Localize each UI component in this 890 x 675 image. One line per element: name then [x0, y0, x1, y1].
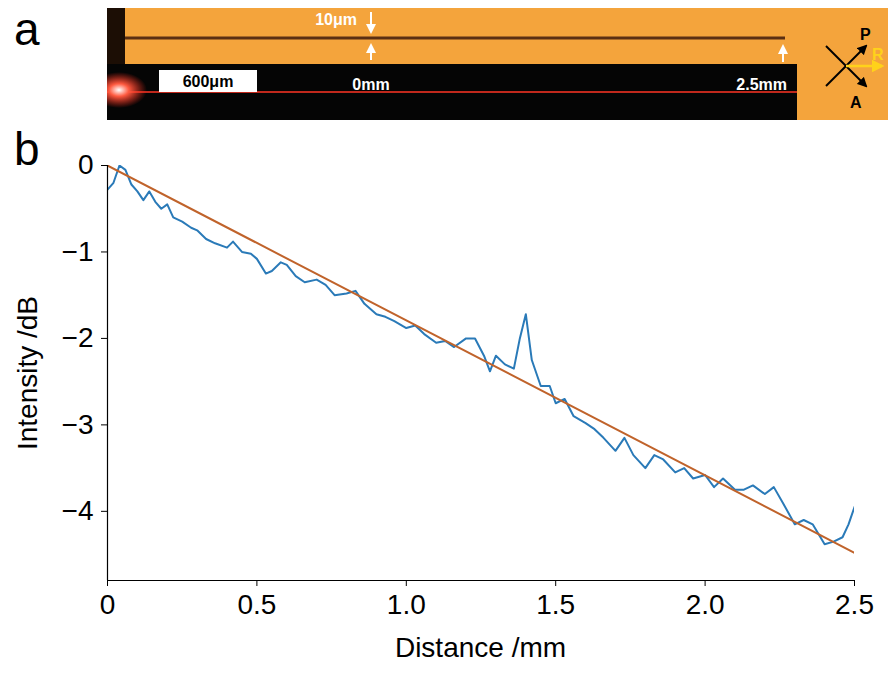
svg-text:10μm: 10μm [315, 11, 357, 28]
svg-text:0: 0 [78, 149, 94, 180]
svg-text:2.5mm: 2.5mm [736, 76, 787, 93]
svg-text:R: R [872, 46, 884, 63]
svg-text:1.5: 1.5 [536, 589, 575, 620]
svg-text:−4: −4 [62, 495, 94, 526]
svg-text:−2: −2 [62, 322, 94, 353]
svg-text:−3: −3 [62, 409, 94, 440]
svg-text:1.0: 1.0 [387, 589, 426, 620]
html-text:a: a [14, 3, 40, 55]
svg-text:−1: −1 [62, 236, 94, 267]
html-text:Distance /mm: Distance /mm [394, 632, 567, 663]
svg-text:A: A [850, 94, 862, 111]
html-text:b: b [14, 123, 40, 175]
svg-text:2.0: 2.0 [686, 589, 725, 620]
svg-text:0: 0 [100, 589, 116, 620]
svg-text:P: P [860, 26, 871, 43]
svg-text:2.5: 2.5 [835, 589, 874, 620]
svg-text:600μm: 600μm [183, 73, 234, 90]
html-text:Intensity /dB: Intensity /dB [12, 295, 43, 450]
svg-text:0.5: 0.5 [237, 589, 276, 620]
svg-text:0mm: 0mm [352, 76, 389, 93]
